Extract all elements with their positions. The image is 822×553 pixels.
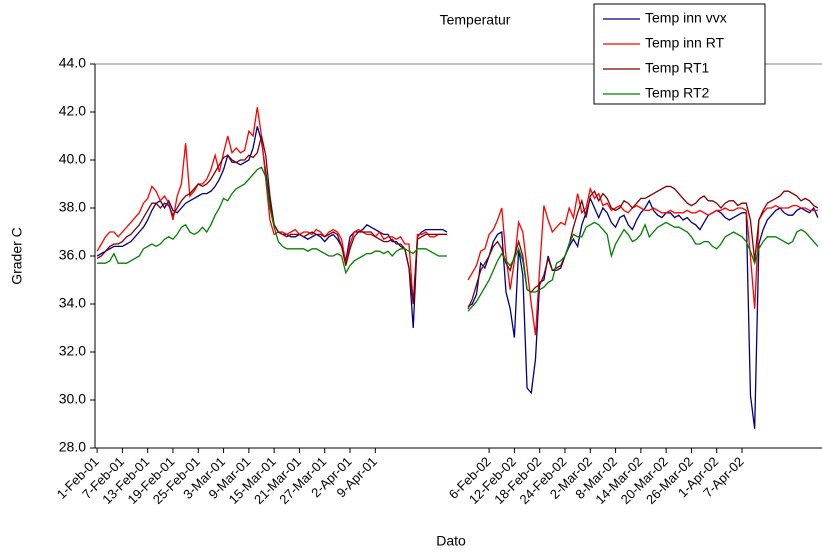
y-tick-label: 30.0 — [59, 391, 86, 407]
series-line — [96, 126, 819, 429]
y-tick-label: 44.0 — [59, 55, 86, 71]
y-tick-label: 36.0 — [59, 247, 86, 263]
x-axis-label: Dato — [436, 533, 466, 549]
series-line — [96, 135, 819, 310]
legend-label: Temp RT2 — [645, 85, 710, 101]
legend-label: Temp inn vvx — [645, 10, 727, 26]
y-tick-label: 28.0 — [59, 439, 86, 455]
y-axis-label: Grader C — [9, 227, 25, 285]
legend-box — [593, 3, 766, 105]
y-tick-label: 42.0 — [59, 103, 86, 119]
legend-label: Temp inn RT — [645, 35, 725, 51]
series-line — [96, 107, 818, 336]
series-line — [97, 166, 819, 312]
legend-label: Temp RT1 — [645, 60, 710, 76]
chart-title: Temperatur — [440, 12, 511, 28]
y-tick-label: 32.0 — [59, 343, 86, 359]
y-tick-label: 34.0 — [59, 295, 86, 311]
y-tick-label: 40.0 — [59, 151, 86, 167]
y-tick-label: 38.0 — [59, 199, 86, 215]
